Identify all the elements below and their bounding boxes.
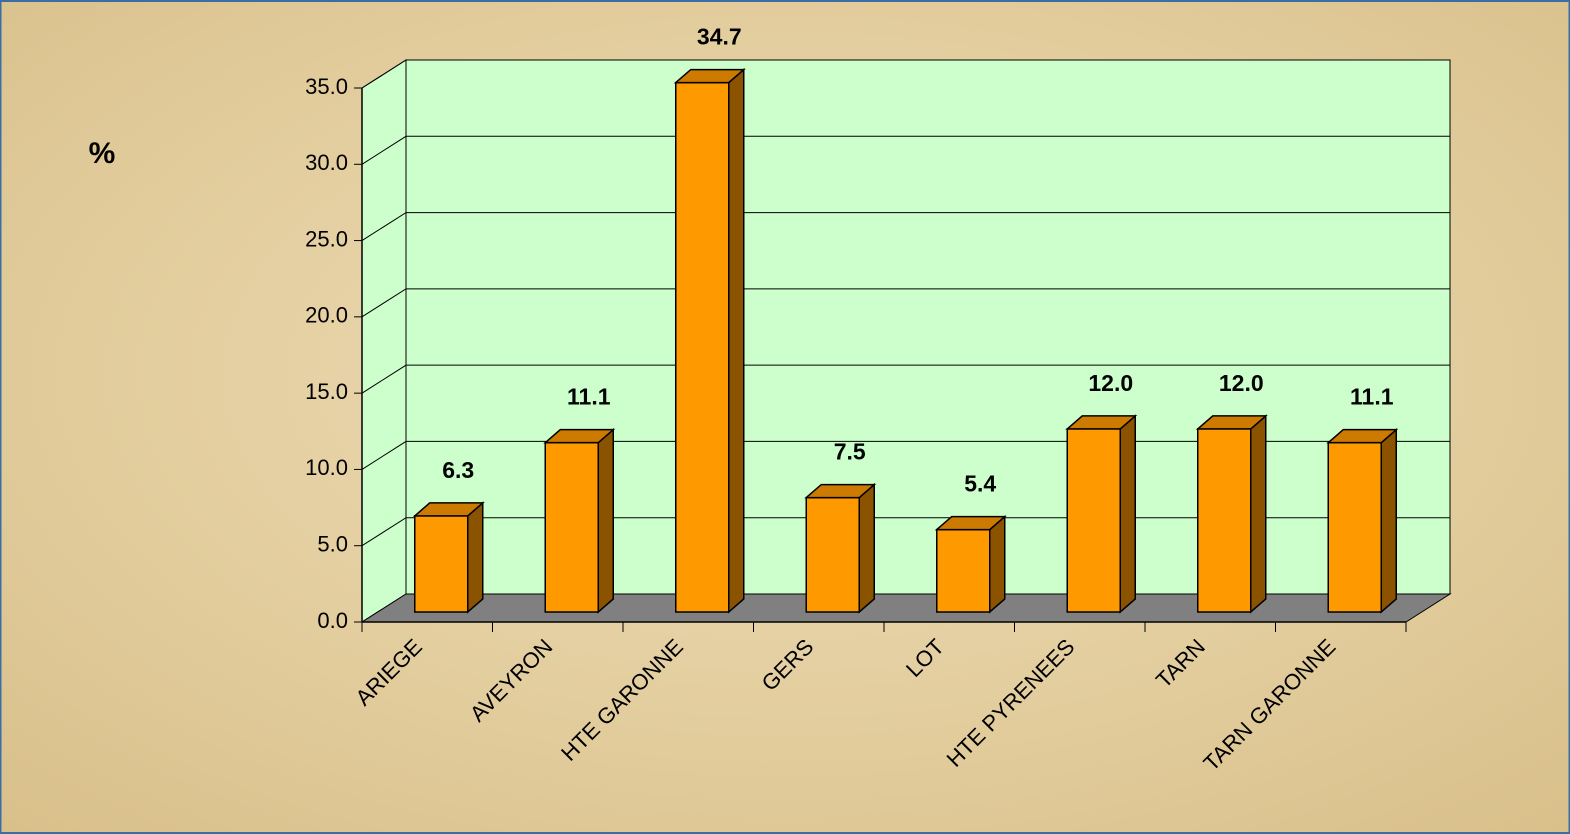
bar-side: [467, 501, 484, 614]
bar-top: [1065, 415, 1138, 430]
bar: [934, 514, 1007, 614]
bar-side: [1119, 414, 1136, 614]
value-label: 5.4: [964, 471, 996, 497]
bar-side: [858, 482, 875, 614]
value-label: 11.1: [1350, 384, 1394, 410]
grid-line: [361, 135, 1450, 165]
bar: [543, 428, 616, 614]
bar-front: [805, 496, 860, 613]
y-tick-label: 30.0: [305, 150, 348, 175]
bar-top: [673, 68, 746, 84]
value-label: 12.0: [1219, 370, 1264, 396]
bar: [1326, 428, 1399, 614]
y-tick-label: 35.0: [305, 74, 348, 99]
bar-side: [728, 67, 745, 614]
value-label: 12.0: [1088, 370, 1133, 396]
grid-line: [361, 212, 1450, 241]
bar-side: [1250, 414, 1267, 614]
bar-front: [414, 515, 469, 613]
bar-front: [1197, 428, 1252, 613]
value-label: 6.3: [442, 457, 474, 483]
bar-top: [1195, 415, 1268, 430]
y-tick-label: 25.0: [305, 226, 348, 251]
bar-front: [1066, 428, 1121, 613]
bar-front: [544, 441, 599, 613]
bar-top: [934, 515, 1007, 531]
grid-line: [361, 364, 1450, 394]
bar-side: [597, 428, 614, 614]
y-axis-label: %: [89, 137, 116, 170]
bar-side: [989, 514, 1006, 614]
y-tick-label: 20.0: [305, 303, 348, 328]
value-label: 11.1: [567, 384, 611, 410]
y-tick-label: 0.0: [317, 608, 348, 633]
bar: [412, 501, 485, 614]
bar: [1065, 414, 1138, 614]
bar-front: [675, 81, 730, 613]
bar-front: [1327, 441, 1382, 613]
y-tick-label: 5.0: [317, 532, 348, 557]
bar-top: [412, 502, 485, 517]
bar-front: [936, 528, 991, 613]
bar-side: [1380, 428, 1397, 614]
side-wall: [361, 59, 407, 623]
value-label: 34.7: [697, 24, 742, 50]
bar: [804, 482, 877, 614]
bar: [673, 67, 746, 614]
y-tick-label: 10.0: [305, 455, 348, 480]
y-tick-label: 15.0: [305, 379, 348, 404]
grid-line: [361, 288, 1450, 318]
value-label: 7.5: [834, 439, 866, 465]
bar-top: [1326, 428, 1399, 444]
floor: [360, 593, 1452, 623]
bar: [1195, 414, 1268, 614]
bar-top: [543, 428, 616, 444]
grid-line: [361, 59, 1450, 89]
bar-top: [804, 483, 877, 499]
